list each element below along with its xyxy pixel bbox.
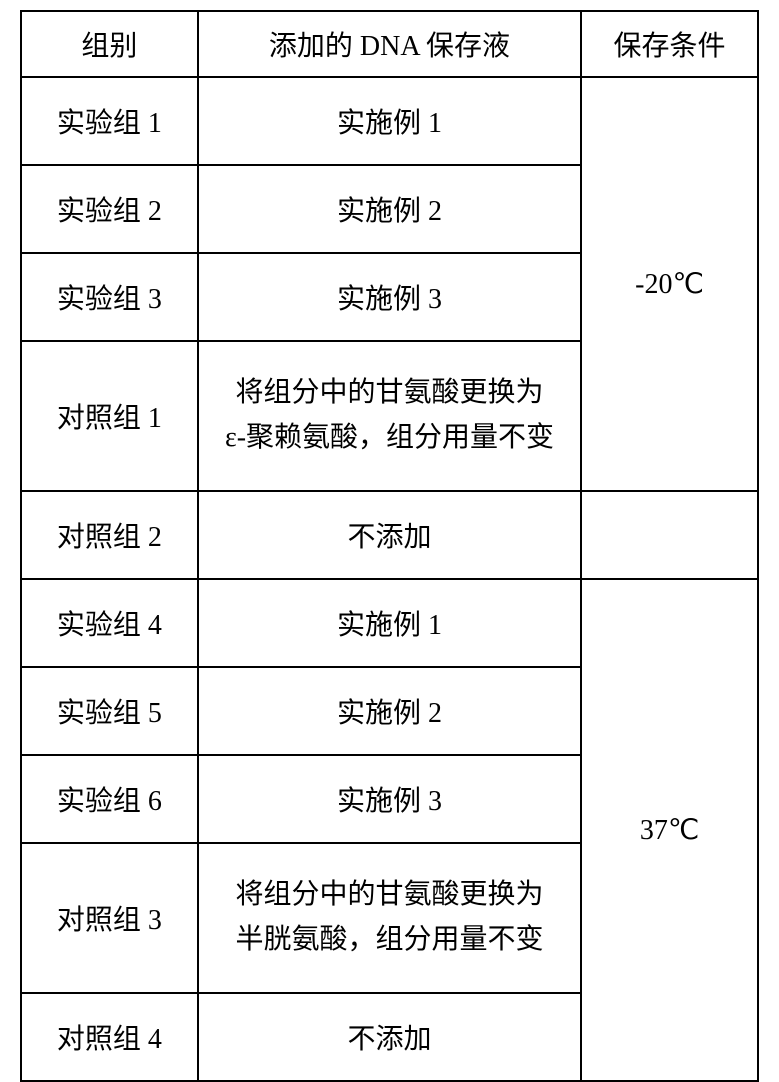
cell-condition-empty [581, 491, 758, 579]
solution-line2: ε-聚赖氨酸，组分用量不变 [225, 422, 554, 453]
solution-line1: 将组分中的甘氨酸更换为 [235, 879, 543, 910]
cell-group: 对照组 1 [21, 341, 198, 491]
cell-solution: 实施例 3 [198, 755, 581, 843]
cell-solution: 实施例 1 [198, 579, 581, 667]
cell-solution: 不添加 [198, 993, 581, 1081]
cell-group: 对照组 2 [21, 491, 198, 579]
header-condition: 保存条件 [581, 11, 758, 77]
cell-solution: 将组分中的甘氨酸更换为 ε-聚赖氨酸，组分用量不变 [198, 341, 581, 491]
cell-condition-hot: 37℃ [581, 579, 758, 1081]
solution-line2: 半胱氨酸，组分用量不变 [235, 924, 543, 955]
cell-solution: 实施例 1 [198, 77, 581, 165]
cell-group: 实验组 2 [21, 165, 198, 253]
table-row: 实验组 1 实施例 1 -20℃ [21, 77, 758, 165]
header-group: 组别 [21, 11, 198, 77]
cell-solution: 实施例 3 [198, 253, 581, 341]
cell-group: 实验组 1 [21, 77, 198, 165]
table-header-row: 组别 添加的 DNA 保存液 保存条件 [21, 11, 758, 77]
cell-group: 实验组 4 [21, 579, 198, 667]
header-solution: 添加的 DNA 保存液 [198, 11, 581, 77]
table-row: 对照组 2 不添加 [21, 491, 758, 579]
cell-group: 对照组 3 [21, 843, 198, 993]
cell-group: 实验组 6 [21, 755, 198, 843]
table-container: 组别 添加的 DNA 保存液 保存条件 实验组 1 实施例 1 -20℃ 实验组… [0, 0, 779, 1000]
cell-condition-cold: -20℃ [581, 77, 758, 491]
cell-solution: 不添加 [198, 491, 581, 579]
dna-preservation-table: 组别 添加的 DNA 保存液 保存条件 实验组 1 实施例 1 -20℃ 实验组… [20, 10, 759, 1082]
cell-solution: 实施例 2 [198, 667, 581, 755]
cell-solution: 将组分中的甘氨酸更换为 半胱氨酸，组分用量不变 [198, 843, 581, 993]
cell-group: 对照组 4 [21, 993, 198, 1081]
solution-line1: 将组分中的甘氨酸更换为 [235, 377, 543, 408]
table-row: 实验组 4 实施例 1 37℃ [21, 579, 758, 667]
cell-solution: 实施例 2 [198, 165, 581, 253]
cell-group: 实验组 5 [21, 667, 198, 755]
cell-group: 实验组 3 [21, 253, 198, 341]
